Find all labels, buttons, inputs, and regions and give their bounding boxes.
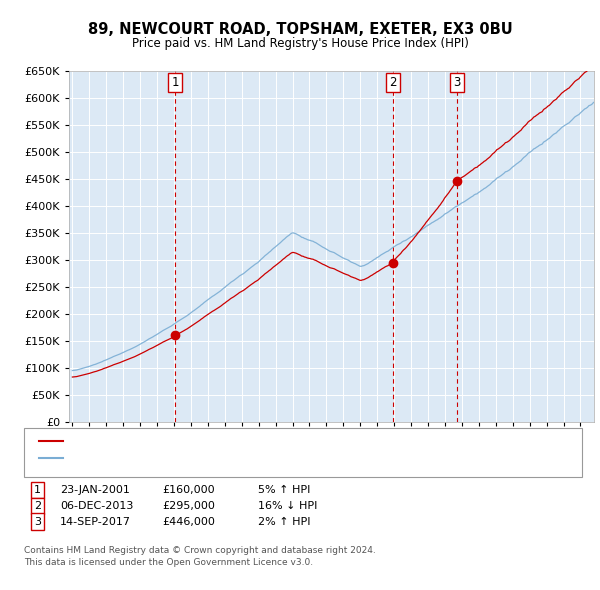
- Text: £295,000: £295,000: [162, 501, 215, 510]
- Text: 2% ↑ HPI: 2% ↑ HPI: [258, 517, 311, 526]
- Text: 1: 1: [34, 485, 41, 494]
- Text: 3: 3: [454, 76, 461, 89]
- Text: Price paid vs. HM Land Registry's House Price Index (HPI): Price paid vs. HM Land Registry's House …: [131, 37, 469, 50]
- Text: £160,000: £160,000: [162, 485, 215, 494]
- Text: 14-SEP-2017: 14-SEP-2017: [60, 517, 131, 526]
- Text: £446,000: £446,000: [162, 517, 215, 526]
- Text: 3: 3: [34, 517, 41, 526]
- Text: Contains HM Land Registry data © Crown copyright and database right 2024.
This d: Contains HM Land Registry data © Crown c…: [24, 546, 376, 566]
- Text: 1: 1: [171, 76, 179, 89]
- Text: HPI: Average price, detached house, Exeter: HPI: Average price, detached house, Exet…: [67, 453, 305, 463]
- Text: 23-JAN-2001: 23-JAN-2001: [60, 485, 130, 494]
- Text: 16% ↓ HPI: 16% ↓ HPI: [258, 501, 317, 510]
- Text: 2: 2: [389, 76, 397, 89]
- Text: 89, NEWCOURT ROAD, TOPSHAM, EXETER, EX3 0BU: 89, NEWCOURT ROAD, TOPSHAM, EXETER, EX3 …: [88, 22, 512, 37]
- Text: 06-DEC-2013: 06-DEC-2013: [60, 501, 133, 510]
- Text: 2: 2: [34, 501, 41, 510]
- Text: 5% ↑ HPI: 5% ↑ HPI: [258, 485, 310, 494]
- Text: 89, NEWCOURT ROAD, TOPSHAM, EXETER, EX3 0BU (detached house): 89, NEWCOURT ROAD, TOPSHAM, EXETER, EX3 …: [67, 437, 451, 446]
